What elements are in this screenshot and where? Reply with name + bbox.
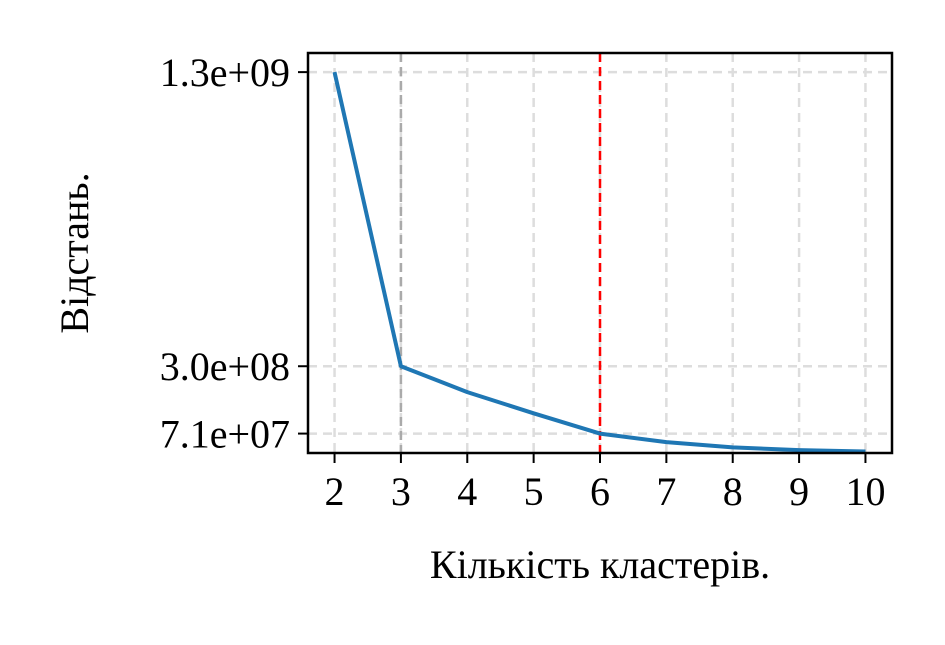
- x-tick-label: 7: [656, 469, 676, 514]
- reference-lines: [399, 53, 602, 453]
- x-tick-label: 5: [524, 469, 544, 514]
- y-tick-label: 7.1e+07: [160, 412, 290, 457]
- x-tick-label: 10: [845, 469, 885, 514]
- series-line: [332, 71, 866, 454]
- x-tick-label: 8: [723, 469, 743, 514]
- x-tick-label: 6: [590, 469, 610, 514]
- series-group: [332, 71, 866, 454]
- y-axis-label: Відстань.: [52, 172, 97, 333]
- x-tick-label: 3: [391, 469, 411, 514]
- x-tick-label: 9: [789, 469, 809, 514]
- x-axis-ticks: 2 3 4 5 6 7 8 9 10: [325, 453, 885, 514]
- x-axis-label: Кількість кластерів.: [430, 542, 770, 587]
- x-tick-label: 4: [457, 469, 477, 514]
- y-tick-label: 1.3e+09: [160, 50, 290, 95]
- y-axis-ticks: 1.3e+09 3.0e+08 7.1e+07: [160, 50, 308, 457]
- y-tick-label: 3.0e+08: [160, 344, 290, 389]
- x-tick-label: 2: [325, 469, 345, 514]
